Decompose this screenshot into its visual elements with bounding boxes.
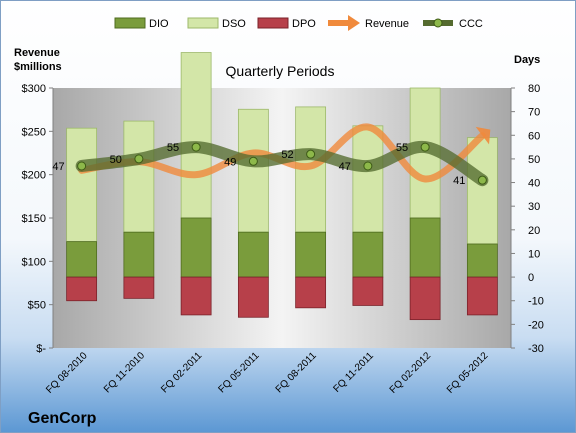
ccc-data-label: 55 <box>396 142 408 154</box>
right-tick-label: 70 <box>528 107 540 119</box>
revenue-series <box>78 123 491 183</box>
legend-label: CCC <box>459 18 483 30</box>
right-tick-label: 40 <box>528 178 540 190</box>
revenue-arrowhead <box>475 126 491 145</box>
ccc-data-label: 50 <box>110 154 122 166</box>
ccc-data-label: 52 <box>281 149 293 161</box>
right-tick-label: 50 <box>528 154 540 166</box>
right-axis-title: Days <box>514 54 540 66</box>
legend-label: Revenue <box>365 18 409 30</box>
left-tick-label: $- <box>36 343 46 355</box>
ccc-data-label: 47 <box>52 161 64 173</box>
right-tick-label: 30 <box>528 201 540 213</box>
chart-title: Quarterly Periods <box>226 63 335 79</box>
legend-label: DSO <box>222 18 246 30</box>
legend: DIO DSO DPO Revenue CCC <box>114 15 483 31</box>
company-name: GenCorp <box>28 410 97 427</box>
right-tick-label: -30 <box>528 343 544 355</box>
bar-dio <box>409 217 441 278</box>
ccc-data-label: 41 <box>453 175 465 187</box>
bar-dio <box>352 231 384 278</box>
bar-dpo <box>409 276 441 321</box>
left-tick-label: $250 <box>22 126 46 138</box>
bar-dio <box>237 231 269 278</box>
ccc-marker <box>420 142 430 152</box>
legend-arrowhead <box>348 15 360 31</box>
bar-dso <box>237 108 269 233</box>
left-tick-label: $200 <box>22 170 46 182</box>
bar-dpo <box>123 276 155 299</box>
right-axis: -30 -20 -10 0 10 20 30 40 50 60 70 80 <box>510 83 544 355</box>
legend-marker <box>433 18 443 28</box>
ccc-data-label: 55 <box>167 142 179 154</box>
left-tick-label: $300 <box>22 83 46 95</box>
right-tick-label: 0 <box>528 272 534 284</box>
bar-dpo <box>180 276 212 316</box>
left-tick-label: $100 <box>22 256 46 268</box>
ccc-marker <box>306 149 316 159</box>
left-tick-label: $50 <box>28 300 46 312</box>
left-axis-title-line1: Revenue <box>14 47 60 59</box>
left-axis-title-line2: $millions <box>14 61 62 73</box>
legend-swatch <box>114 17 146 29</box>
ccc-marker <box>191 142 201 152</box>
right-tick-label: 10 <box>528 248 540 260</box>
ccc-marker <box>248 156 258 166</box>
legend-swatch <box>257 17 289 29</box>
bar-dio <box>66 241 98 278</box>
legend-label: DPO <box>292 18 316 30</box>
revenue-line <box>78 123 486 183</box>
right-tick-label: -10 <box>528 296 544 308</box>
bar-dio <box>123 231 155 278</box>
legend-swatch <box>187 17 219 29</box>
bar-dpo <box>295 276 327 309</box>
bar-dso <box>123 120 155 233</box>
right-tick-label: 20 <box>528 225 540 237</box>
bar-dso <box>466 137 498 245</box>
ccc-series: 47 50 55 49 52 47 55 41 <box>52 141 489 187</box>
bar-dpo <box>237 276 269 318</box>
bar-dpo <box>66 276 98 302</box>
bar-dio <box>180 217 212 278</box>
ccc-marker <box>363 161 373 171</box>
bar-dso <box>180 52 212 219</box>
bar-dpo <box>352 276 384 306</box>
bar-dpo <box>466 276 498 316</box>
right-tick-label: 60 <box>528 130 540 142</box>
ccc-data-label: 47 <box>339 161 351 173</box>
right-tick-label: 80 <box>528 83 540 95</box>
plot-area <box>53 88 511 348</box>
left-tick-label: $150 <box>22 213 46 225</box>
bar-dso <box>352 125 384 233</box>
ccc-marker <box>77 161 87 171</box>
ccc-marker <box>134 154 144 164</box>
right-tick-label: -20 <box>528 319 544 331</box>
ccc-marker <box>477 175 487 185</box>
bar-dio <box>466 243 498 278</box>
ccc-data-label: 49 <box>224 156 236 168</box>
bar-dio <box>295 231 327 278</box>
bar-dso <box>66 127 98 243</box>
left-axis: $- $50 $100 $150 $200 $250 $300 <box>22 83 54 355</box>
legend-label: DIO <box>149 18 169 30</box>
